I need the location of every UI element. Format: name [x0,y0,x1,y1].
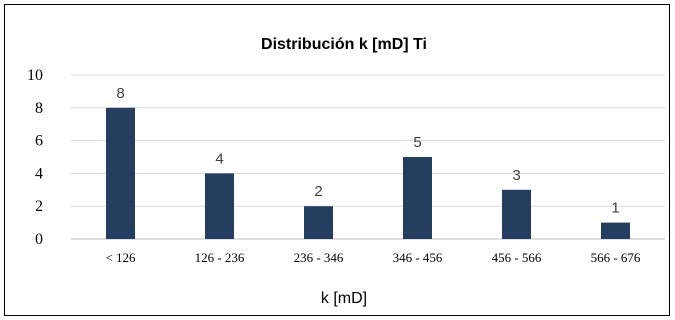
x-tick-label: 566 - 676 [591,250,641,265]
x-tick-label: 456 - 566 [492,250,542,265]
x-tick-labels: < 126 126 - 236 236 - 346 346 - 456 456 - 56… [105,250,640,265]
y-tick-label: 0 [35,231,43,248]
y-tick-label: 6 [35,133,43,150]
y-tick-labels: 0 2 4 6 8 10 [27,67,43,248]
chart-frame: Distribución k [mD] Ti 0 2 4 6 8 10 8 4 2 5 3 1 < … [4,4,670,316]
bars [106,107,630,239]
x-tick-label: 346 - 456 [393,250,443,265]
bar [601,222,630,239]
x-axis-label: k [mD] [321,290,367,307]
y-tick-label: 8 [35,100,43,117]
data-label: 8 [116,85,124,102]
bar [502,189,531,239]
data-label: 3 [512,167,520,184]
data-label: 2 [314,183,322,200]
gridlines [71,74,665,240]
data-labels: 8 4 2 5 3 1 [116,85,619,217]
chart: Distribución k [mD] Ti 0 2 4 6 8 10 8 4 2 5 3 1 < … [27,36,665,307]
bar [403,157,432,239]
y-tick-label: 10 [27,67,43,84]
data-label: 1 [611,200,619,217]
chart-title: Distribución k [mD] Ti [261,36,427,53]
x-tick-label: < 126 [105,250,136,265]
bar [205,173,234,239]
y-tick-label: 4 [35,165,43,182]
bar [106,107,135,239]
data-label: 5 [413,134,421,151]
x-tick-label: 236 - 346 [294,250,344,265]
x-tick-label: 126 - 236 [195,250,245,265]
data-label: 4 [215,150,223,167]
bar [304,206,333,239]
y-tick-label: 2 [35,198,43,215]
